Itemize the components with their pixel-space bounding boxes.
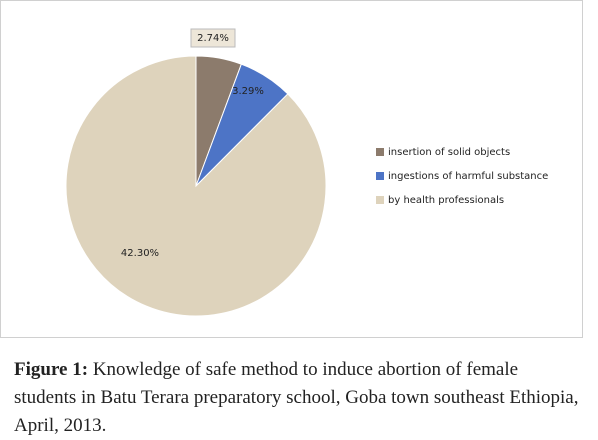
legend-label: insertion of solid objects — [388, 147, 510, 158]
caption-label: Figure 1: — [14, 359, 89, 380]
legend-label: by health professionals — [388, 195, 504, 206]
caption: Figure 1: Knowledge of safe method to in… — [14, 356, 584, 440]
caption-text: Knowledge of safe method to induce abort… — [14, 359, 579, 436]
legend-swatch — [376, 172, 384, 180]
data-label: 3.29% — [232, 86, 264, 97]
pie-slice — [65, 55, 327, 317]
chart: 2.74% 3.29% 42.30% insertion of solid objec… — [0, 0, 583, 338]
legend-label: ingestions of harmful substance — [388, 171, 548, 182]
legend-swatch — [376, 196, 384, 204]
data-label: 2.74% — [197, 33, 229, 44]
data-label-box — [190, 28, 236, 48]
data-label: 42.30% — [121, 248, 159, 259]
legend-swatch — [376, 148, 384, 156]
